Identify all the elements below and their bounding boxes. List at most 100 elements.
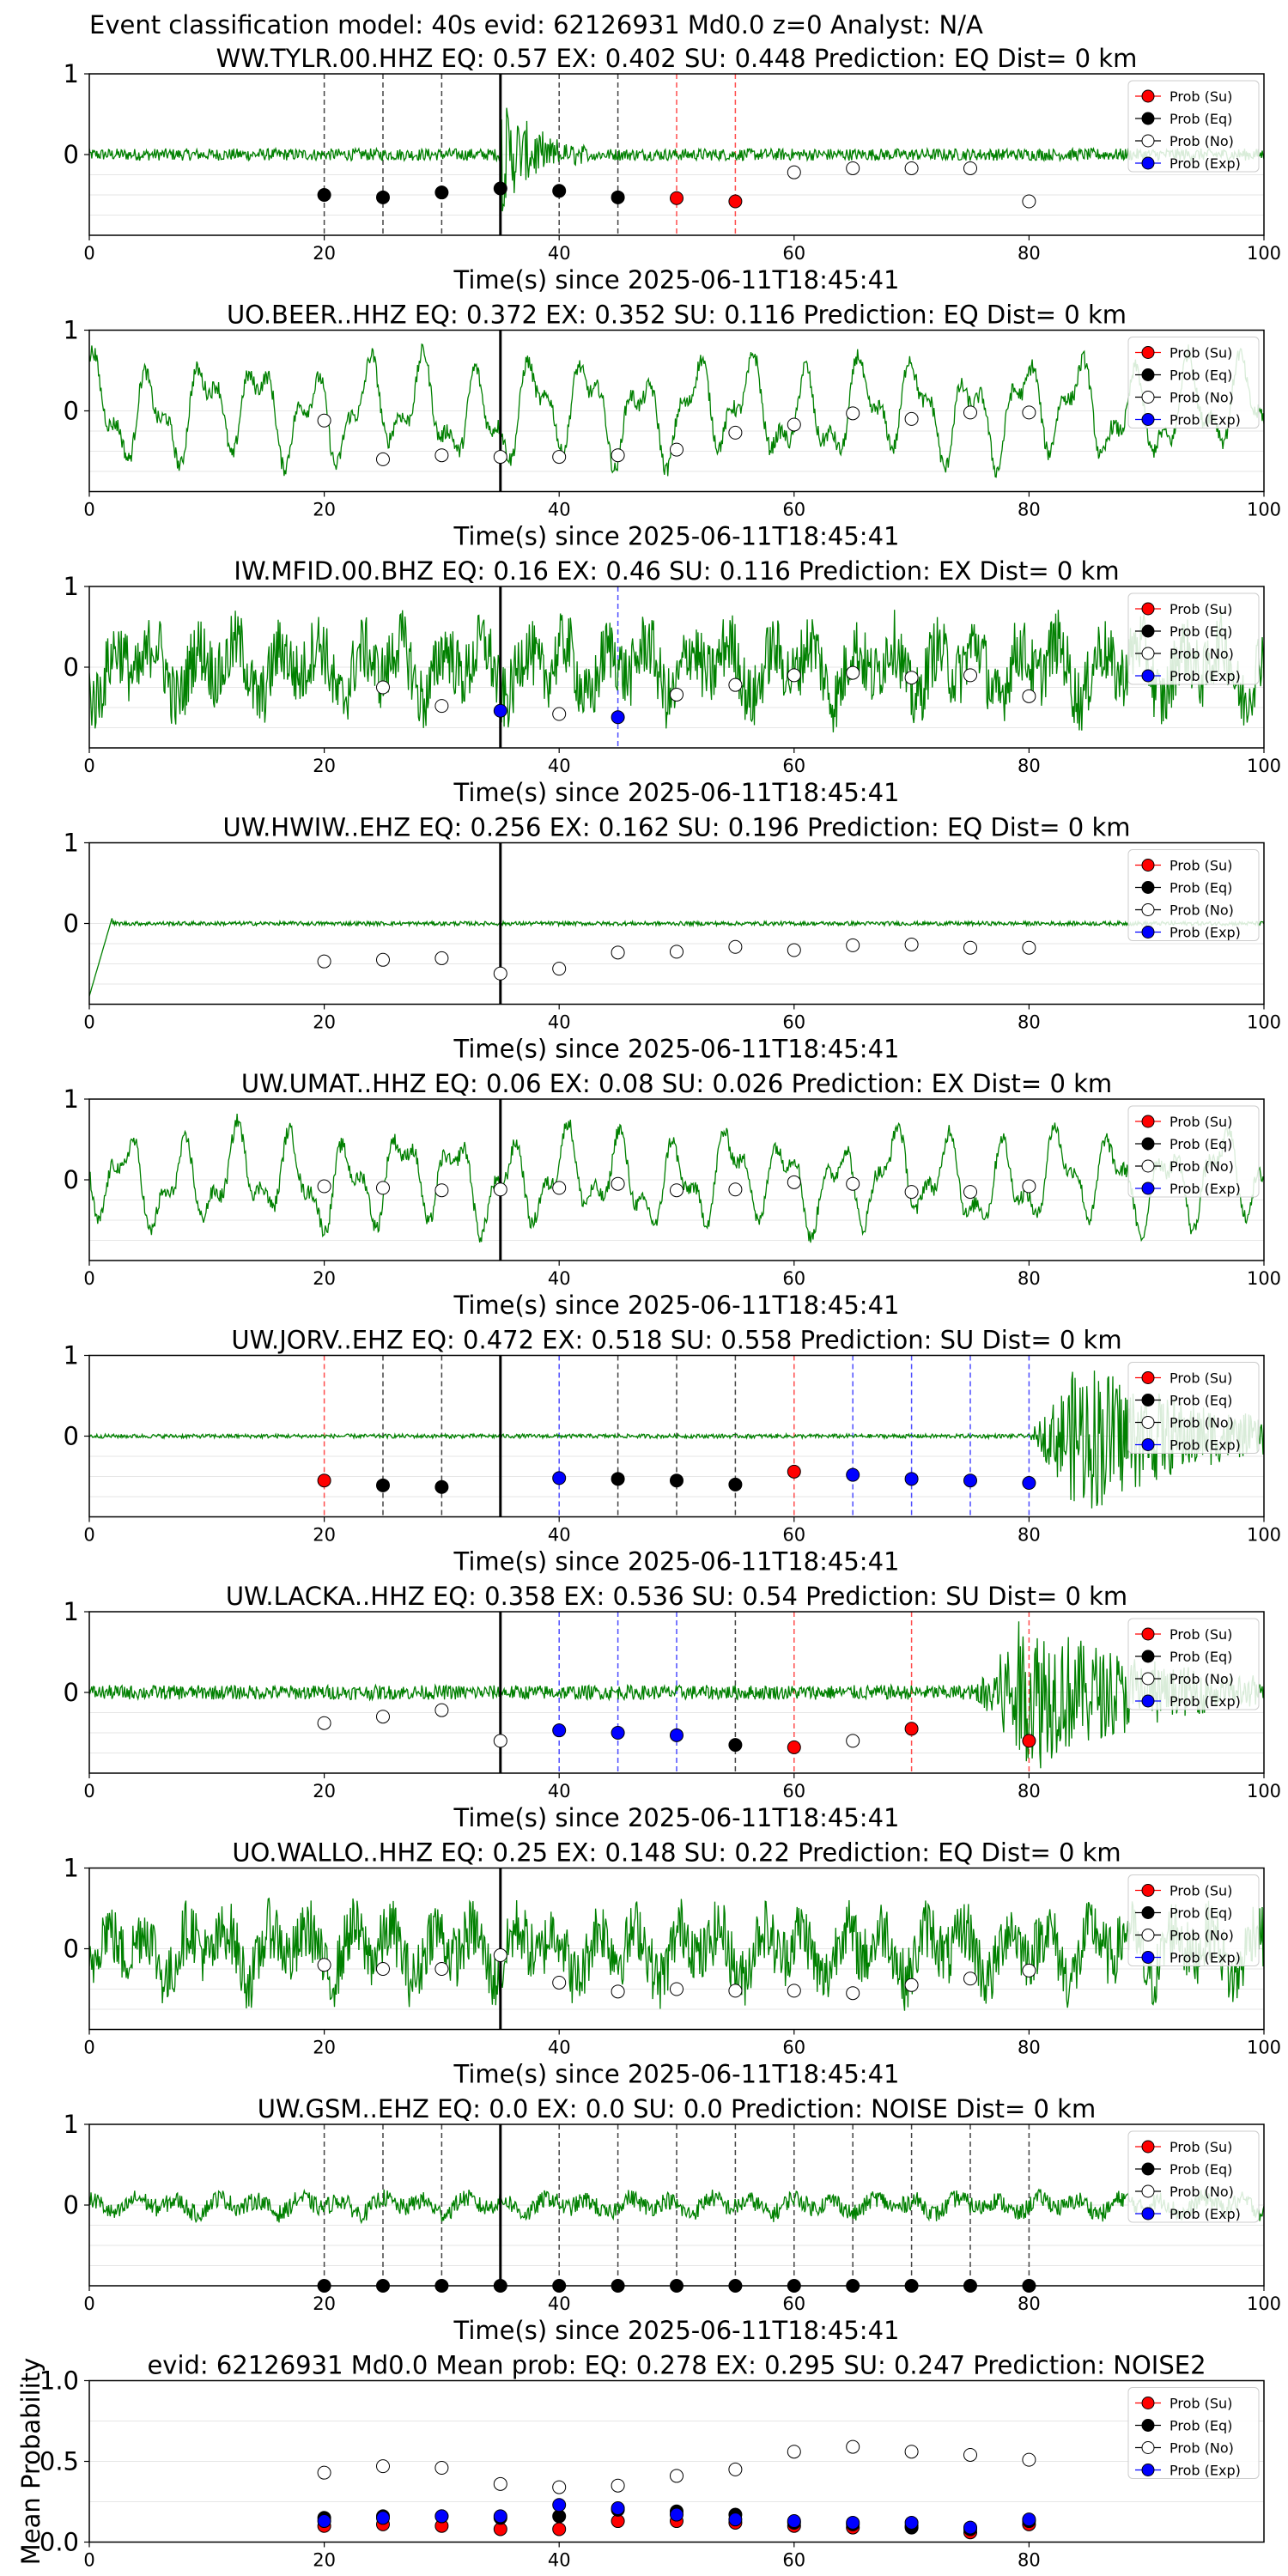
legend-label: Prob (Eq) [1170, 2161, 1232, 2178]
prob-marker-exp [493, 703, 507, 718]
x-tick-label: 60 [782, 1268, 805, 1289]
prob-marker-su [670, 191, 683, 205]
x-tick-label: 80 [1018, 243, 1041, 264]
x-axis-label: Time(s) since 2025-06-11T18:45:41 [453, 265, 900, 295]
legend-marker [1141, 1694, 1155, 1708]
panel-5: UW.UMAT..HHZ EQ: 0.06 EX: 0.08 SU: 0.026… [64, 1069, 1282, 1320]
x-tick-label: 60 [782, 2293, 805, 2314]
legend-box [1127, 2387, 1260, 2479]
panel-title: UW.HWIW..EHZ EQ: 0.256 EX: 0.162 SU: 0.1… [223, 813, 1131, 842]
x-tick-label: 20 [313, 2038, 336, 2058]
prob-marker-exp [904, 1472, 919, 1486]
mean-prob-point-no [670, 2469, 683, 2483]
panel-title: UW.JORV..EHZ EQ: 0.472 EX: 0.518 SU: 0.5… [231, 1326, 1121, 1355]
prob-marker-su [317, 1473, 331, 1488]
y-tick-label: 1 [64, 1854, 79, 1883]
legend-label: Prob (No) [1170, 902, 1234, 919]
y-tick-label: 0 [64, 909, 79, 939]
y-tick-label: 0.0 [39, 2528, 79, 2557]
x-tick-label: 0 [83, 2293, 94, 2314]
prob-marker-no [787, 668, 801, 683]
prob-marker-eq [611, 1472, 625, 1486]
prob-marker-su [904, 1722, 919, 1736]
prob-marker-eq [728, 1477, 743, 1492]
prob-marker-exp [1022, 1476, 1036, 1491]
legend-box [1127, 1874, 1260, 1966]
prob-marker-no [846, 1176, 860, 1191]
x-tick-label: 60 [782, 243, 805, 264]
legend-box [1127, 1105, 1260, 1198]
legend-marker [1141, 1929, 1155, 1941]
panel-7: UW.LACKA..HHZ EQ: 0.358 EX: 0.536 SU: 0.… [64, 1582, 1282, 1832]
legend: Prob (Su) Prob (Eq) Prob (No) Prob (Exp) [1127, 592, 1260, 685]
prob-marker-no [787, 1984, 801, 1998]
panel-title: WW.TYLR.00.HHZ EQ: 0.57 EX: 0.402 SU: 0.… [216, 44, 1138, 73]
panel-title: UO.BEER..HHZ EQ: 0.372 EX: 0.352 SU: 0.1… [227, 301, 1127, 330]
x-tick-label: 0 [83, 1781, 94, 1801]
prob-marker-eq [434, 1479, 449, 1494]
mean-prob-point-exp [1022, 2512, 1036, 2527]
prob-marker-no [1022, 194, 1036, 209]
legend: Prob (Su) Prob (Eq) Prob (No) Prob (Exp) [1127, 337, 1260, 428]
legend-marker [1141, 391, 1155, 404]
mean-prob-point-no [1022, 2452, 1036, 2467]
y-tick-label: 0 [64, 397, 79, 426]
panel-2: UO.BEER..HHZ EQ: 0.372 EX: 0.352 SU: 0.1… [64, 301, 1282, 551]
x-axis-label: Time(s) since 2025-06-11T18:45:41 [453, 2316, 900, 2345]
prob-marker-no [552, 1181, 567, 1195]
seismogram-trace [89, 2188, 1264, 2225]
prob-marker-no [317, 413, 331, 428]
x-tick-label: 0 [83, 2038, 94, 2058]
x-axis-label: Time(s) since 2025-06-11T18:45:41 [453, 2060, 900, 2089]
prob-marker-no [434, 699, 449, 714]
legend-marker [1141, 112, 1155, 125]
mean-prob-point-exp [376, 2511, 390, 2525]
x-tick-label: 0 [83, 756, 94, 776]
y-tick-label: 0 [64, 653, 79, 682]
legend-marker [1141, 1115, 1155, 1128]
x-tick-label: 0 [83, 1012, 94, 1033]
prob-marker-no [1022, 1179, 1036, 1194]
prob-marker-no [846, 1986, 860, 2001]
x-tick-label: 100 [1247, 1781, 1281, 1801]
prob-marker-exp [552, 1471, 567, 1485]
x-tick-label: 20 [313, 1525, 336, 1546]
prob-marker-no [611, 1176, 625, 1191]
legend-label: Prob (No) [1170, 390, 1234, 406]
y-tick-label: 1 [64, 59, 79, 88]
legend-label: Prob (Su) [1170, 88, 1232, 105]
legend-box [1127, 2130, 1260, 2223]
mean-prob-point-exp [670, 2507, 683, 2522]
legend-label: Prob (Eq) [1170, 368, 1232, 384]
prob-marker-no [317, 1958, 331, 1972]
legend-label: Prob (Eq) [1170, 2418, 1232, 2434]
legend-label: Prob (Su) [1170, 858, 1232, 874]
legend-label: Prob (No) [1170, 1158, 1234, 1175]
x-tick-label: 100 [1247, 1012, 1281, 1033]
prob-marker-no [963, 940, 977, 955]
prob-marker-no [670, 1183, 683, 1198]
panel-8: UO.WALLO..HHZ EQ: 0.25 EX: 0.148 SU: 0.2… [64, 1838, 1282, 2089]
legend-marker [1141, 624, 1155, 638]
panel-title: UW.GSM..EHZ EQ: 0.0 EX: 0.0 SU: 0.0 Pred… [258, 2094, 1096, 2123]
legend-marker [1141, 1649, 1155, 1663]
mean-prob-point-exp [787, 2514, 801, 2529]
legend-label: Prob (No) [1170, 646, 1234, 662]
legend-marker [1141, 2162, 1155, 2176]
legend-marker [1141, 2184, 1155, 2198]
prob-marker-no [1022, 405, 1036, 420]
prob-marker-eq [317, 188, 331, 202]
x-tick-label: 0 [83, 243, 94, 264]
x-tick-label: 80 [1018, 1012, 1041, 1033]
legend-marker [1141, 602, 1155, 616]
mean-prob-point-no [846, 2439, 860, 2454]
y-axis-label: Mean Probability [16, 2358, 46, 2566]
legend-label: Prob (Exp) [1170, 1437, 1241, 1454]
y-tick-label: 0.5 [39, 2447, 79, 2476]
y-tick-label: 0 [64, 1678, 79, 1707]
prob-marker-no [493, 450, 507, 465]
y-tick-label: 1 [64, 829, 79, 858]
prob-marker-no [846, 161, 860, 175]
x-tick-label: 40 [548, 1525, 571, 1546]
